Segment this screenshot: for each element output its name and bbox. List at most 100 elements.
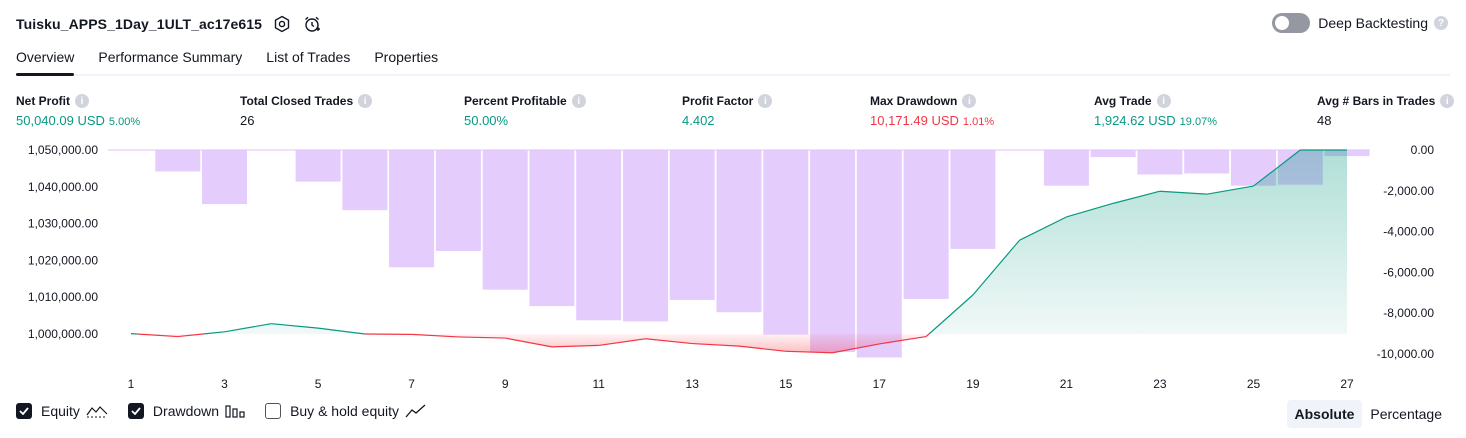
legend-drawdown-label: Drawdown [152,403,220,419]
equity-line-segment [1159,190,1207,195]
legend-buy-hold-label: Buy & hold equity [290,403,400,419]
settings-gear-icon[interactable] [272,14,292,34]
equity-line-segment [224,323,272,333]
info-icon[interactable]: i [358,94,373,108]
metric-value: 1,924.62 USD [1094,113,1176,128]
y-axis-left: 1,050,000.00 1,040,000.00 1,030,000.00 1,02… [28,143,98,341]
equity-line-segment [925,333,930,338]
alarm-clock-icon[interactable] [302,14,322,34]
x-tick-label: 11 [592,377,605,391]
metric-value: 10,171.49 USD [870,113,959,128]
y-axis-right: 0.00 -2,000.00 -4,000.00 -6,000.00 -8,000.00… [1377,143,1435,361]
y-left-tick-label: 1,000,000.00 [28,327,98,341]
metric-total-closed-trades: Total Closed Trades i 26 [240,94,373,128]
y-left-tick-label: 1,010,000.00 [28,290,98,304]
equity-line-segment [928,294,974,335]
checkbox-unchecked-icon[interactable] [265,403,282,419]
x-axis: 1 3 5 7 9 11 13 15 17 19 21 23 25 27 [128,377,1354,391]
tab-properties[interactable]: Properties [374,49,439,65]
metric-percent: 19.07% [1179,116,1217,128]
metric-value: 26 [240,113,255,128]
equity-line-segment [598,338,646,347]
metric-value: 4.402 [682,113,715,128]
drawdown-bar [1184,150,1230,174]
equity-line-segment [505,337,553,348]
equity-line-segment [1113,190,1161,204]
equity-line-segment [1066,202,1114,218]
drawdown-bar [435,150,481,251]
drawdown-bar [155,150,201,172]
x-tick-label: 7 [408,377,415,391]
metric-label: Percent Profitable [464,94,567,108]
metric-percent: 1.01% [962,116,995,128]
y-left-tick-label: 1,040,000.00 [28,180,98,194]
info-icon[interactable]: i [1156,94,1171,108]
drawdown-bar [576,150,622,321]
drawdown-bar [669,150,715,300]
equity-line-segment [692,342,740,347]
toggle-knob [1275,16,1290,30]
metric-percent: 5.00% [108,116,141,128]
equity-line-segment [411,333,459,338]
tab-overview[interactable]: Overview [16,44,75,76]
legend-buy-hold[interactable]: Buy & hold equity [265,403,427,419]
equity-line-segment [1253,149,1301,187]
x-tick-label: 17 [873,377,887,391]
checkbox-checked-icon[interactable] [127,403,144,419]
equity-line-icon [86,404,108,418]
y-right-tick-label: -2,000.00 [1383,184,1434,198]
tab-list-of-trades[interactable]: List of Trades [266,49,351,65]
chart-legend: Equity Drawdown Buy & hold equity [16,403,447,419]
equity-line-segment [271,323,319,329]
info-icon[interactable]: i [962,94,977,108]
metric-value: 48 [1317,113,1332,128]
info-icon[interactable]: i [1440,94,1455,108]
x-tick-label: 3 [221,377,228,391]
metric-net-profit: Net Profit i 50,040.09 USD 5.00% [16,94,140,128]
equity-line-segment [972,239,1021,296]
tab-performance-summary[interactable]: Performance Summary [98,49,243,65]
metric-percent-profitable: Percent Profitable i 50.00% [464,94,586,128]
equity-line-segment [1206,185,1254,195]
mode-absolute-button[interactable]: Absolute [1286,400,1363,428]
x-tick-label: 5 [315,377,322,391]
y-left-tick-label: 1,020,000.00 [28,253,98,267]
buy-hold-line-icon [405,404,427,418]
info-icon[interactable]: i [758,94,773,108]
metric-label: Max Drawdown [870,94,958,108]
metric-label: Net Profit [16,94,70,108]
deep-backtesting-label: Deep Backtesting [1318,15,1428,31]
drawdown-bar [856,150,902,358]
metric-label: Total Closed Trades [240,94,354,108]
drawdown-bar [529,150,575,307]
equity-line-segment [879,335,927,345]
legend-equity[interactable]: Equity [16,403,108,419]
equity-line-segment [785,350,833,354]
legend-drawdown[interactable]: Drawdown [127,403,245,419]
x-tick-label: 23 [1153,377,1167,391]
drawdown-bars-icon [225,404,245,418]
equity-area [131,150,1347,353]
strategy-header: Tuisku_APPS_1Day_1ULT_ac17e615 [16,12,322,36]
x-tick-label: 27 [1340,377,1354,391]
info-icon[interactable]: i [75,94,89,108]
drawdown-bar [903,150,949,299]
equity-line [130,149,1348,354]
mode-percentage-button[interactable]: Percentage [1370,406,1442,422]
equity-line-segment [202,331,225,335]
x-tick-label: 13 [686,377,700,391]
drawdown-bar [1043,150,1089,186]
checkbox-checked-icon[interactable] [16,403,32,419]
deep-backtesting-control: Deep Backtesting ? [1272,13,1448,33]
metric-avg-bars: Avg # Bars in Trades i 48 [1317,94,1455,128]
metric-max-drawdown: Max Drawdown i 10,171.49 USD 1.01% [870,94,994,128]
drawdown-bar [1090,150,1136,158]
y-right-tick-label: -6,000.00 [1383,265,1434,279]
help-icon[interactable]: ? [1434,16,1448,30]
deep-backtesting-toggle[interactable] [1272,13,1311,33]
metric-label: Avg Trade [1094,94,1152,108]
info-icon[interactable]: i [571,94,586,108]
metric-value: 50,040.09 USD [16,113,105,128]
equity-drawdown-chart[interactable]: 1,050,000.00 1,040,000.00 1,030,000.00 1,02… [0,138,1466,396]
y-left-tick-label: 1,050,000.00 [28,143,98,157]
